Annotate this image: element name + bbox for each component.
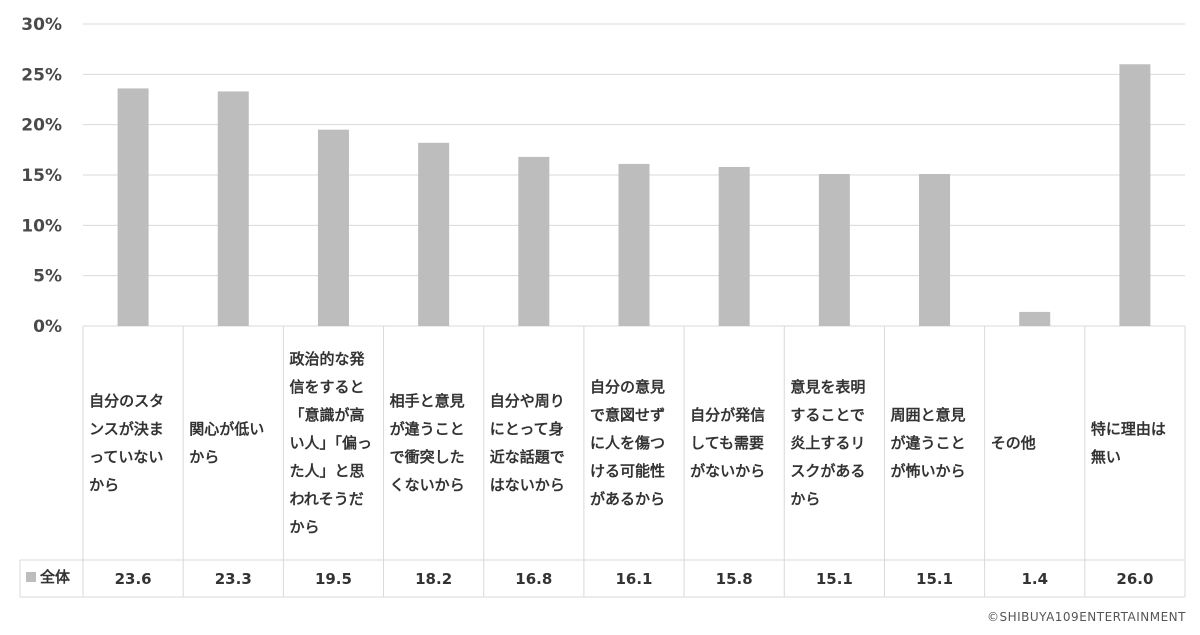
value-label: 18.2 [415,570,452,588]
category-label: 自分の意見で意図せずに人を傷つける可能性があるから [584,326,684,560]
category-label-text: 周囲と意見が違うことが怖いから [890,406,966,480]
y-tick-label: 30% [21,15,62,35]
bar [1119,64,1151,327]
category-label-text: 自分が発信しても需要がないから [690,406,766,480]
copyright-credit: ©SHIBUYA109ENTERTAINMENT [986,610,1186,624]
bar [418,142,450,326]
value-label: 15.1 [916,570,953,588]
bar [317,129,349,326]
category-label: 相手と意見が違うことで衝突したくないから [384,326,484,560]
bar [618,163,650,326]
category-label: 特に理由は無い [1085,326,1185,560]
bar [1019,311,1051,326]
category-label-text: 自分や周りにとって身近な話題ではないから [489,392,565,494]
value-label: 23.3 [215,570,252,588]
value-label: 23.6 [115,570,152,588]
bar [718,166,750,326]
value-label: 15.1 [816,570,853,588]
value-label: 15.8 [716,570,753,588]
category-label-text: 政治的な発信をすると「意識が高い人」「偏った人」と思われそうだから [289,350,372,536]
y-tick-label: 5% [33,267,62,287]
value-label: 26.0 [1116,570,1153,588]
legend-swatch [26,572,36,582]
category-label: 政治的な発信をすると「意識が高い人」「偏った人」と思われそうだから [283,326,383,560]
category-label-text: 自分のスタンスが決まっていないから [89,392,165,494]
category-label-text: 関心が低いから [189,420,265,466]
category-label-text: 自分の意見で意図せずに人を傷つける可能性があるから [589,378,665,508]
legend-label: 全体 [40,568,71,586]
category-label-text: 相手と意見が違うことで衝突したくないから [389,392,465,494]
y-tick-label: 15% [21,166,62,186]
value-label: 1.4 [1021,570,1048,588]
category-label-text: その他 [990,434,1036,452]
bar [217,91,249,327]
bar [818,173,850,326]
bar [919,173,951,326]
value-label: 16.8 [515,570,552,588]
y-tick-label: 0% [33,317,62,337]
y-tick-label: 20% [21,116,62,136]
category-label: 関心が低いから [183,326,283,560]
y-tick-label: 25% [21,65,62,85]
value-label: 16.1 [615,570,652,588]
category-label: 意見を表明することで炎上するリスクがあるから [784,326,884,560]
legend: 全体 [26,566,70,587]
bar [518,156,550,326]
bar [117,88,149,326]
category-label: 自分のスタンスが決まっていないから [83,326,183,560]
category-label: 周囲と意見が違うことが怖いから [884,326,984,560]
category-label-text: 特に理由は無い [1090,420,1166,466]
category-label: 自分が発信しても需要がないから [684,326,784,560]
value-label: 19.5 [315,570,352,588]
category-label: その他 [985,326,1085,560]
category-label: 自分や周りにとって身近な話題ではないから [484,326,584,560]
category-label-text: 意見を表明することで炎上するリスクがあるから [790,378,866,508]
y-tick-label: 10% [21,216,62,236]
